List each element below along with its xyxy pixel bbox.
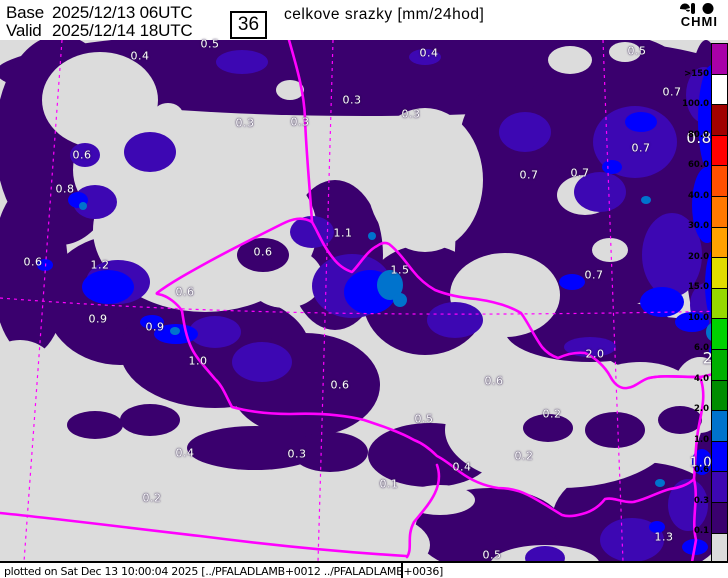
colorbar-label: 0.6 (693, 465, 709, 476)
colorbar-segment (712, 227, 727, 259)
border-austria-germany-west (0, 511, 408, 558)
colorbar-label: 6.0 (693, 343, 709, 354)
chmi-logo-icon (678, 2, 718, 15)
colorbar-label: 20.0 (688, 251, 709, 262)
page-title: celkove srazky [mm/24hod] (284, 6, 485, 23)
chmi-logo: CHMI (678, 2, 718, 28)
colorbar-segment (712, 380, 727, 412)
valid-time: Valid 2025/12/14 18UTC (6, 21, 193, 41)
colorbar-label: 15.0 (688, 282, 709, 293)
colorbar-label: 80.0 (688, 129, 709, 140)
colorbar-segment (712, 472, 727, 503)
colorbar-segment (712, 441, 727, 473)
colorbar-label: 40.0 (688, 190, 709, 201)
colorbar-label: 2.0 (693, 404, 709, 415)
colorbar-label: 4.0 (693, 373, 709, 384)
colorbar-segment (712, 74, 727, 106)
colorbar-label: 100.0 (682, 99, 709, 110)
forecast-step-box: 36 (230, 11, 267, 39)
colorbar-label: 0.3 (693, 495, 709, 506)
colorbar-segment (712, 533, 727, 564)
valid-label: Valid (6, 21, 42, 40)
footer-divider (401, 563, 403, 578)
colorbar (711, 43, 728, 564)
border-slovakia-austria (690, 477, 698, 563)
colorbar-segment (712, 502, 727, 534)
colorbar-label: 10.0 (688, 312, 709, 323)
valid-value: 2025/12/14 18UTC (52, 21, 193, 40)
colorbar-segment (712, 196, 727, 228)
colorbar-segment (712, 288, 727, 320)
colorbar-label: 1.0 (693, 434, 709, 445)
footer: plotted on Sat Dec 13 10:00:04 2025 [../… (0, 561, 728, 578)
colorbar-segment (712, 319, 727, 350)
colorbar-segment (712, 44, 727, 75)
chmi-logo-text: CHMI (680, 14, 718, 29)
precip-islands-layer (67, 238, 702, 448)
precip-heavier-layer (37, 65, 727, 555)
graticule (0, 40, 728, 563)
border-czech-republic (155, 217, 705, 518)
footer-text: plotted on Sat Dec 13 10:00:04 2025 [../… (4, 565, 444, 578)
header: Base 2025/12/13 06UTC Valid 2025/12/14 18U… (0, 0, 728, 42)
colorbar-segment (712, 135, 727, 167)
base-value: 2025/12/13 06UTC (52, 3, 193, 22)
colorbar-segment (712, 411, 727, 442)
colorbar-segment (712, 349, 727, 381)
colorbar-label: 60.0 (688, 160, 709, 171)
colorbar-label: 30.0 (688, 221, 709, 232)
colorbar-segment (712, 166, 727, 197)
border-austria-germany-salzach (405, 463, 441, 559)
border-poland-germany (287, 40, 314, 224)
colorbar-label: 0.1 (693, 526, 709, 537)
colorbar-label: >150 (684, 68, 709, 79)
colorbar-segment (712, 105, 727, 136)
precipitation-map (0, 40, 728, 563)
base-label: Base (6, 3, 44, 22)
base-time: Base 2025/12/13 06UTC (6, 3, 193, 23)
colorbar-segment (712, 258, 727, 289)
